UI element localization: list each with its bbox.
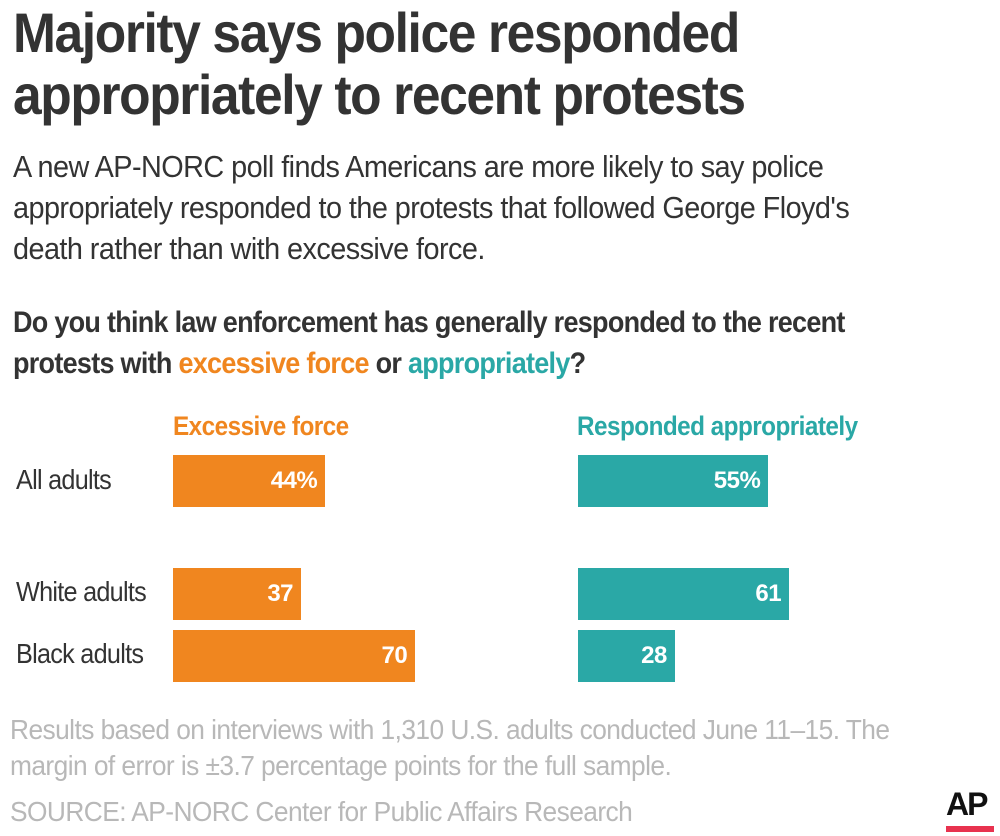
data-label-excessive-force-black-adults: 70 — [381, 642, 408, 669]
question-prefix: Do you think law enforcement has general… — [13, 306, 845, 380]
data-label-responded-appropriately-white-adults: 61 — [755, 580, 782, 607]
bar-responded-appropriately-all-adults — [578, 455, 769, 507]
bar-excessive-force-all-adults — [173, 455, 326, 507]
bar-responded-appropriately-white-adults — [578, 568, 790, 620]
row-label-all-adults: All adults — [16, 464, 112, 495]
question-highlight-excessive-force: excessive force — [178, 347, 369, 380]
source-line: SOURCE: AP-NORC Center for Public Affair… — [10, 796, 633, 827]
data-label-responded-appropriately-black-adults: 28 — [641, 642, 667, 669]
row-label-black-adults: Black adults — [16, 638, 144, 669]
bar-responded-appropriately-black-adults — [578, 630, 675, 682]
row-label-white-adults: White adults — [16, 576, 147, 607]
ap-logo-underline — [946, 826, 994, 832]
question-highlight-appropriately: appropriately — [407, 347, 570, 380]
footnote: Results based on interviews with 1,310 U… — [10, 714, 890, 781]
data-label-responded-appropriately-all-adults: 55% — [713, 467, 761, 494]
question-middle: or — [368, 347, 408, 380]
data-label-excessive-force-white-adults: 37 — [267, 580, 294, 607]
data-label-excessive-force-all-adults: 44% — [270, 467, 318, 494]
bar-excessive-force-white-adults — [173, 568, 302, 620]
chart-subtitle: A new AP-NORC poll finds Americans are m… — [13, 149, 850, 266]
bar-excessive-force-black-adults — [173, 630, 416, 682]
chart-title: Majority says police responded appropria… — [13, 1, 746, 126]
question-suffix: ? — [569, 347, 586, 380]
column-label-excessive-force: Excessive force — [173, 411, 349, 441]
column-label-responded-appropriately: Responded appropriately — [577, 411, 858, 441]
ap-logo: AP — [946, 786, 988, 822]
survey-question: Do you think law enforcement has general… — [13, 302, 913, 384]
